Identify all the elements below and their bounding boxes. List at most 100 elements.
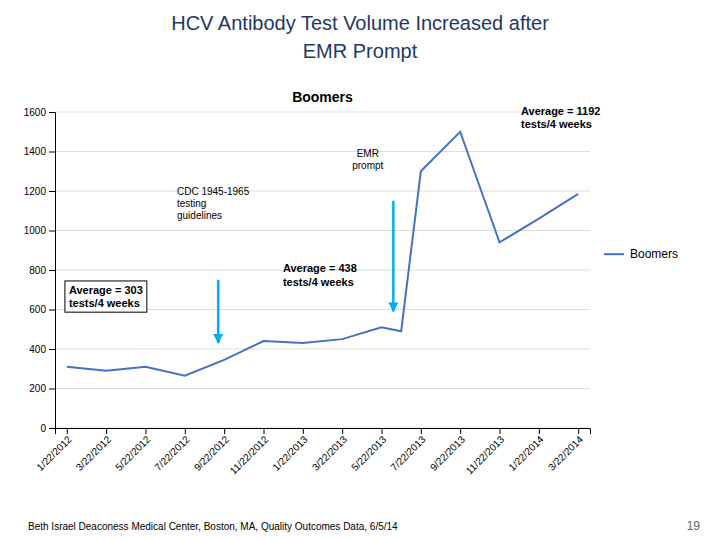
tick: 5/22/2012 [113, 428, 153, 473]
title: HCV Antibody Test Volume Increased after… [171, 12, 549, 62]
grid-line [55, 230, 590, 231]
tick-label: 11/22/2013 [464, 433, 507, 476]
tick-label: 0 [40, 423, 46, 434]
text-line: testing [177, 198, 206, 209]
tick: 1600 [24, 107, 55, 118]
tick-label: 7/22/2013 [388, 433, 428, 473]
tick: 200 [29, 383, 55, 394]
arrow [392, 201, 395, 312]
tick-label: 1200 [24, 186, 47, 197]
annotation: Average = 438 tests/4 weeks [283, 262, 357, 287]
annotation-text: Average = 1192tests/4 weeks [521, 105, 600, 130]
axis-line [49, 113, 56, 429]
tick-mark [382, 428, 383, 434]
text-line: guidelines [177, 210, 222, 221]
annotation: EMRprompt [352, 148, 383, 171]
tick: 3/22/2014 [546, 428, 586, 473]
text-line: EMR Prompt [303, 40, 418, 62]
tick: 3/22/2012 [74, 428, 114, 473]
tick-mark [49, 152, 55, 153]
tick-label: 1/22/2014 [506, 433, 546, 473]
plot: Boomers 0 200 400 600 800 1000 1200 1400 1600 1/22… [24, 89, 678, 476]
footer: Beth Israel Deaconess Medical Center, Bo… [28, 521, 398, 532]
tick-mark [49, 428, 55, 429]
grid-line [55, 191, 590, 192]
annotations: Average = 303tests/4 weeksCDC 1945-1965t… [28, 105, 700, 533]
tick-label: 3/22/2014 [546, 433, 586, 473]
tick-mark [500, 428, 501, 434]
tick-label: 7/22/2012 [152, 433, 192, 473]
tick-label: 5/22/2013 [349, 433, 389, 473]
annotation: Average = 1192tests/4 weeks [521, 105, 600, 130]
tick-label: 9/22/2012 [192, 433, 232, 473]
tick-mark [263, 428, 264, 434]
tick: 5/22/2013 [349, 428, 389, 473]
legend: Boomers [604, 247, 678, 261]
chart: HCV Antibody Test Volume Increased after… [0, 0, 720, 540]
text-line: prompt [352, 160, 383, 171]
tick: 800 [29, 265, 55, 276]
tick-label: 1600 [24, 107, 47, 118]
legend-swatch [604, 253, 624, 255]
tick: 11/22/2013 [464, 428, 507, 476]
tick: 600 [29, 304, 55, 315]
annotation-box [65, 281, 147, 312]
y-axis: 0 200 400 600 800 1000 1200 1400 1600 [24, 107, 56, 434]
tick-mark [49, 231, 55, 232]
tick-mark [106, 428, 107, 434]
tick-mark [49, 349, 55, 350]
legend-item: Boomers [604, 247, 678, 261]
page-number: 19 [687, 519, 701, 533]
text-line: CDC 1945-1965 [177, 186, 250, 197]
text-line: tests/4 weeks [69, 297, 140, 309]
axis-line [56, 429, 591, 435]
tick-label: 11/22/2012 [228, 433, 271, 476]
tick-label: 1000 [24, 225, 47, 236]
tick-label: 200 [29, 383, 46, 394]
annotation-text: Average = 303tests/4 weeks [69, 284, 143, 309]
tick-mark [49, 112, 55, 113]
tick-mark [539, 428, 540, 434]
tick-label: 800 [29, 265, 46, 276]
tick-mark [342, 428, 343, 434]
grid-line [55, 388, 590, 389]
annotation: CDC 1945-1965testingguidelines [177, 186, 250, 221]
tick-mark [49, 310, 55, 311]
tick: 7/22/2012 [152, 428, 192, 473]
text-line: Average = 1192 [521, 105, 600, 117]
tick-mark [224, 428, 225, 434]
tick: 3/22/2013 [310, 428, 350, 473]
grid-line [55, 151, 590, 152]
lines [67, 132, 578, 376]
tick-label: 1/22/2013 [270, 433, 310, 473]
grid-line [55, 112, 590, 113]
tick: 11/22/2012 [228, 428, 271, 476]
tick: 9/22/2013 [428, 428, 468, 473]
text-line: Average = 438 [283, 262, 357, 274]
arrow [217, 280, 220, 343]
tick: 7/22/2013 [388, 428, 428, 473]
tick-label: 600 [29, 304, 46, 315]
tick-mark [145, 428, 146, 434]
tick: 9/22/2012 [192, 428, 232, 473]
tick-label: 1400 [24, 146, 47, 157]
text-line: tests/4 weeks [283, 276, 354, 288]
tick-label: 5/22/2012 [113, 433, 153, 473]
tick: 400 [29, 344, 55, 355]
tick: 1/22/2014 [506, 428, 546, 473]
tick: 1/22/2013 [270, 428, 310, 473]
text-line: Average = 303 [69, 284, 143, 296]
tick: 1400 [24, 146, 55, 157]
tick-mark [49, 389, 55, 390]
legend-label: Boomers [630, 247, 678, 261]
tick-label: 400 [29, 344, 46, 355]
tick-mark [185, 428, 186, 434]
annotation-text: EMRprompt [352, 148, 383, 171]
tick: 1/22/2012 [34, 428, 74, 473]
text-line: HCV Antibody Test Volume Increased after [171, 12, 549, 34]
tick-mark [578, 428, 579, 434]
annotation-text: CDC 1945-1965testingguidelines [177, 186, 250, 221]
tick-label: 9/22/2013 [428, 433, 468, 473]
tick-mark [303, 428, 304, 434]
tick-mark [421, 428, 422, 434]
